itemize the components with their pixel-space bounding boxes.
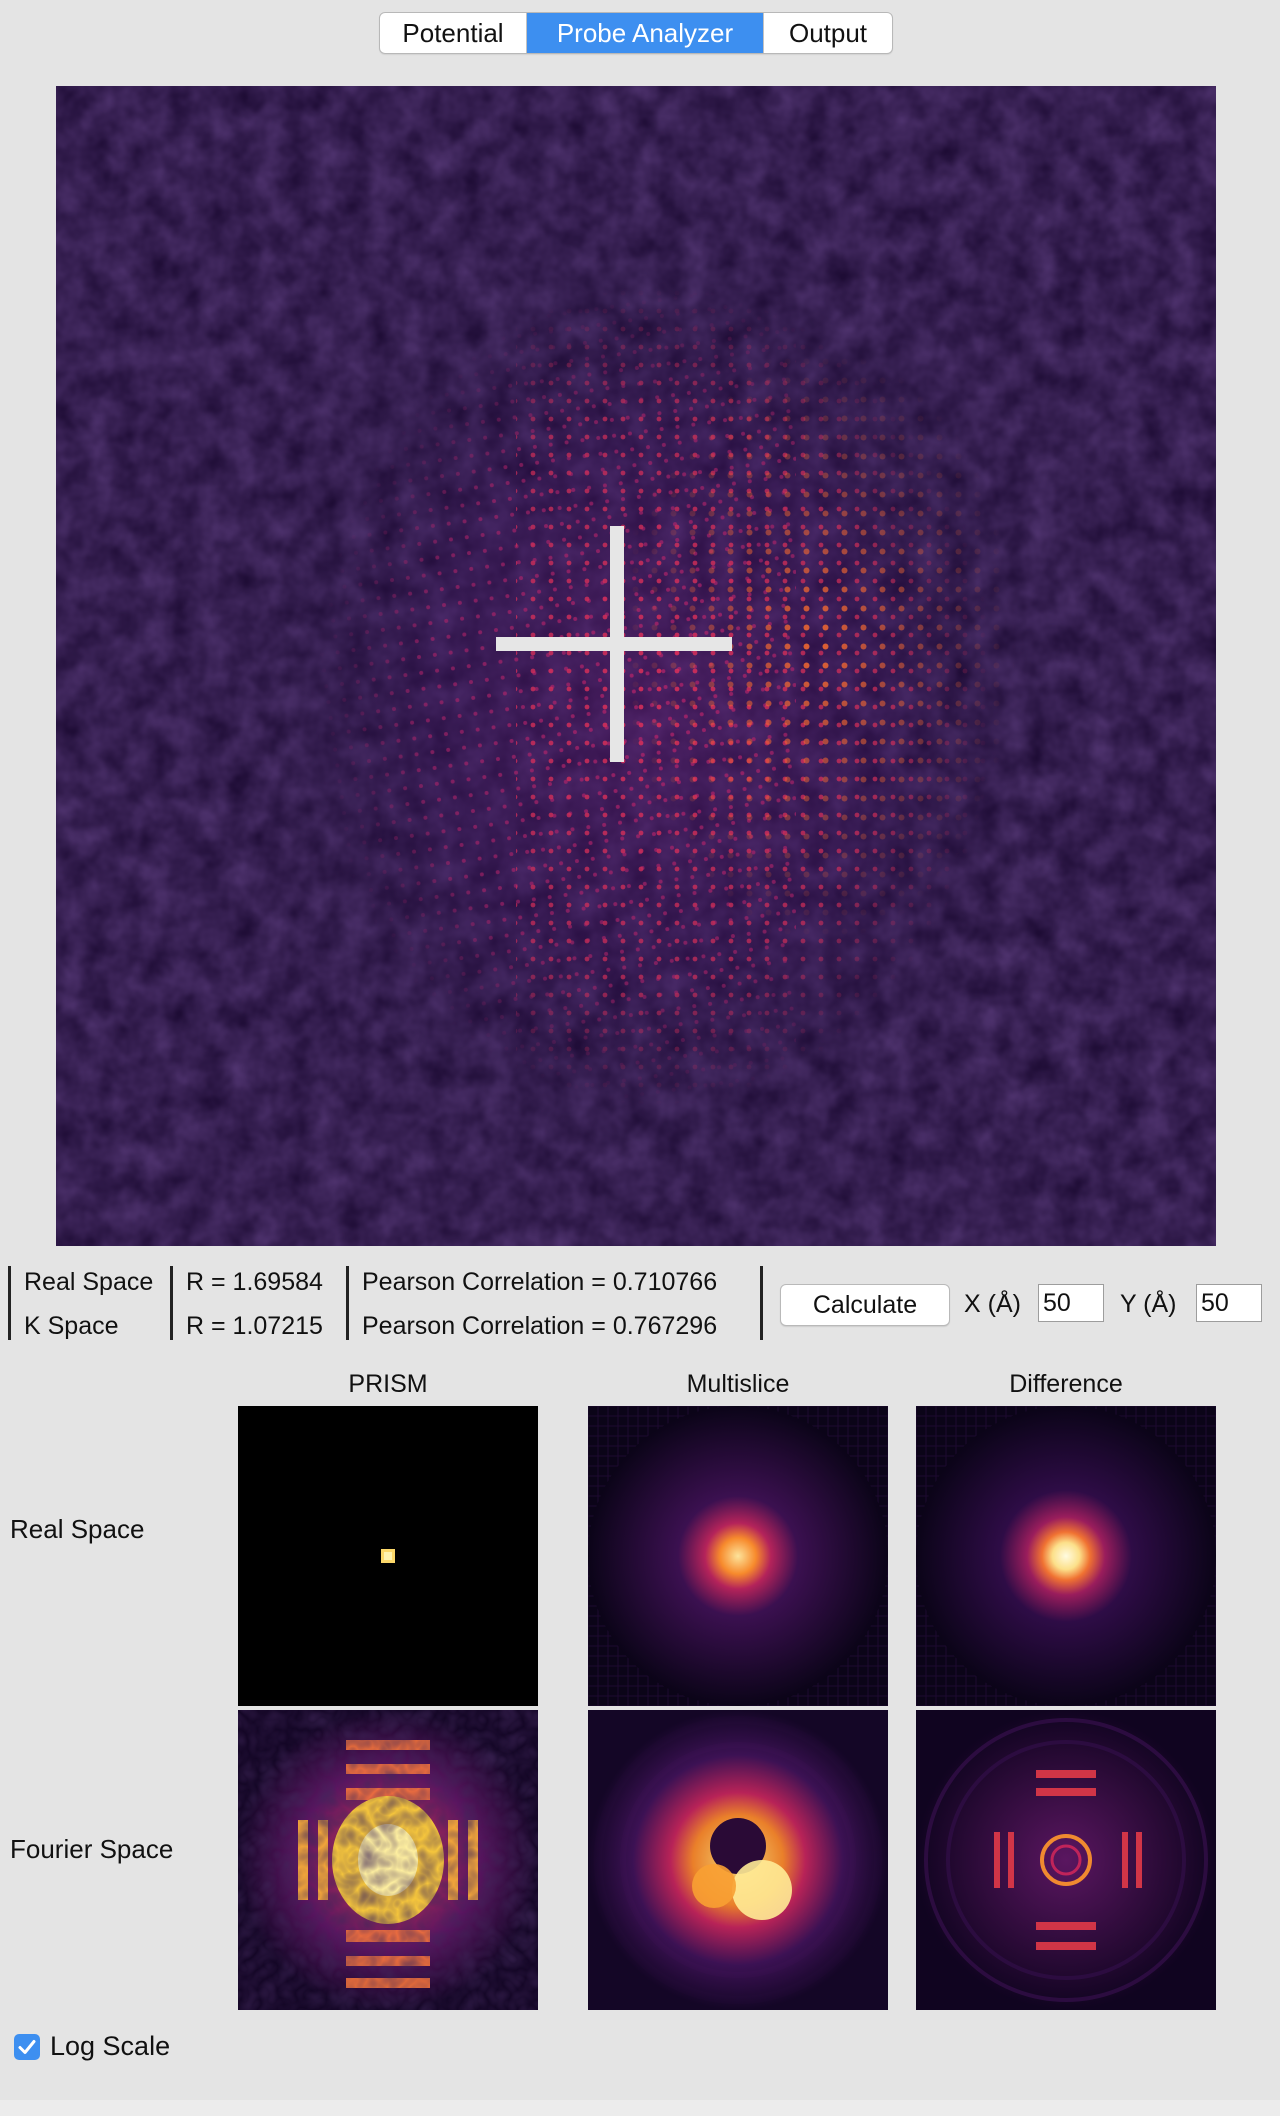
real-space-label: Real Space — [24, 1268, 154, 1296]
tab-probe-analyzer[interactable]: Probe Analyzer — [527, 13, 764, 53]
log-scale-checkbox[interactable] — [14, 2034, 40, 2060]
tab-bar: Potential Probe Analyzer Output — [379, 12, 893, 54]
stats-separator — [170, 1266, 173, 1340]
y-coordinate-input[interactable] — [1196, 1284, 1262, 1322]
real-space-r-value: R = 1.69584 — [186, 1268, 323, 1296]
prism-fourier-space-image — [238, 1710, 538, 2010]
multislice-fourier-space-image — [588, 1710, 888, 2010]
k-space-pearson: Pearson Correlation = 0.767296 — [362, 1312, 718, 1340]
x-coordinate-input[interactable] — [1038, 1284, 1104, 1322]
row-label-fourier-space: Fourier Space — [10, 1834, 174, 1864]
probe-image-canvas — [56, 86, 1216, 1246]
window-bottom-edge — [0, 2100, 1280, 2116]
real-space-pearson: Pearson Correlation = 0.710766 — [362, 1268, 718, 1296]
x-label: X (Å) — [964, 1290, 1021, 1318]
y-label: Y (Å) — [1120, 1290, 1177, 1318]
difference-fourier-space-image — [916, 1710, 1216, 2010]
k-space-label: K Space — [24, 1312, 119, 1340]
probe-image[interactable] — [56, 86, 1216, 1246]
tab-output[interactable]: Output — [788, 18, 868, 48]
checkmark-icon — [18, 2040, 36, 2054]
column-title-multislice: Multislice — [686, 1370, 790, 1398]
difference-real-space-image — [916, 1406, 1216, 1706]
crosshair-horizontal — [496, 637, 732, 651]
stats-separator — [346, 1266, 349, 1340]
multislice-real-space-image — [588, 1406, 888, 1706]
column-title-difference: Difference — [1009, 1370, 1123, 1398]
column-title-prism: PRISM — [348, 1370, 428, 1398]
k-space-r-value: R = 1.07215 — [186, 1312, 323, 1340]
log-scale-label: Log Scale — [50, 2031, 171, 2061]
stats-separator — [760, 1266, 763, 1340]
prism-real-space-image — [238, 1406, 538, 1706]
calculate-button[interactable]: Calculate — [780, 1284, 950, 1326]
stats-separator — [8, 1266, 11, 1340]
tab-potential[interactable]: Potential — [380, 13, 527, 53]
row-label-real-space: Real Space — [10, 1514, 145, 1544]
